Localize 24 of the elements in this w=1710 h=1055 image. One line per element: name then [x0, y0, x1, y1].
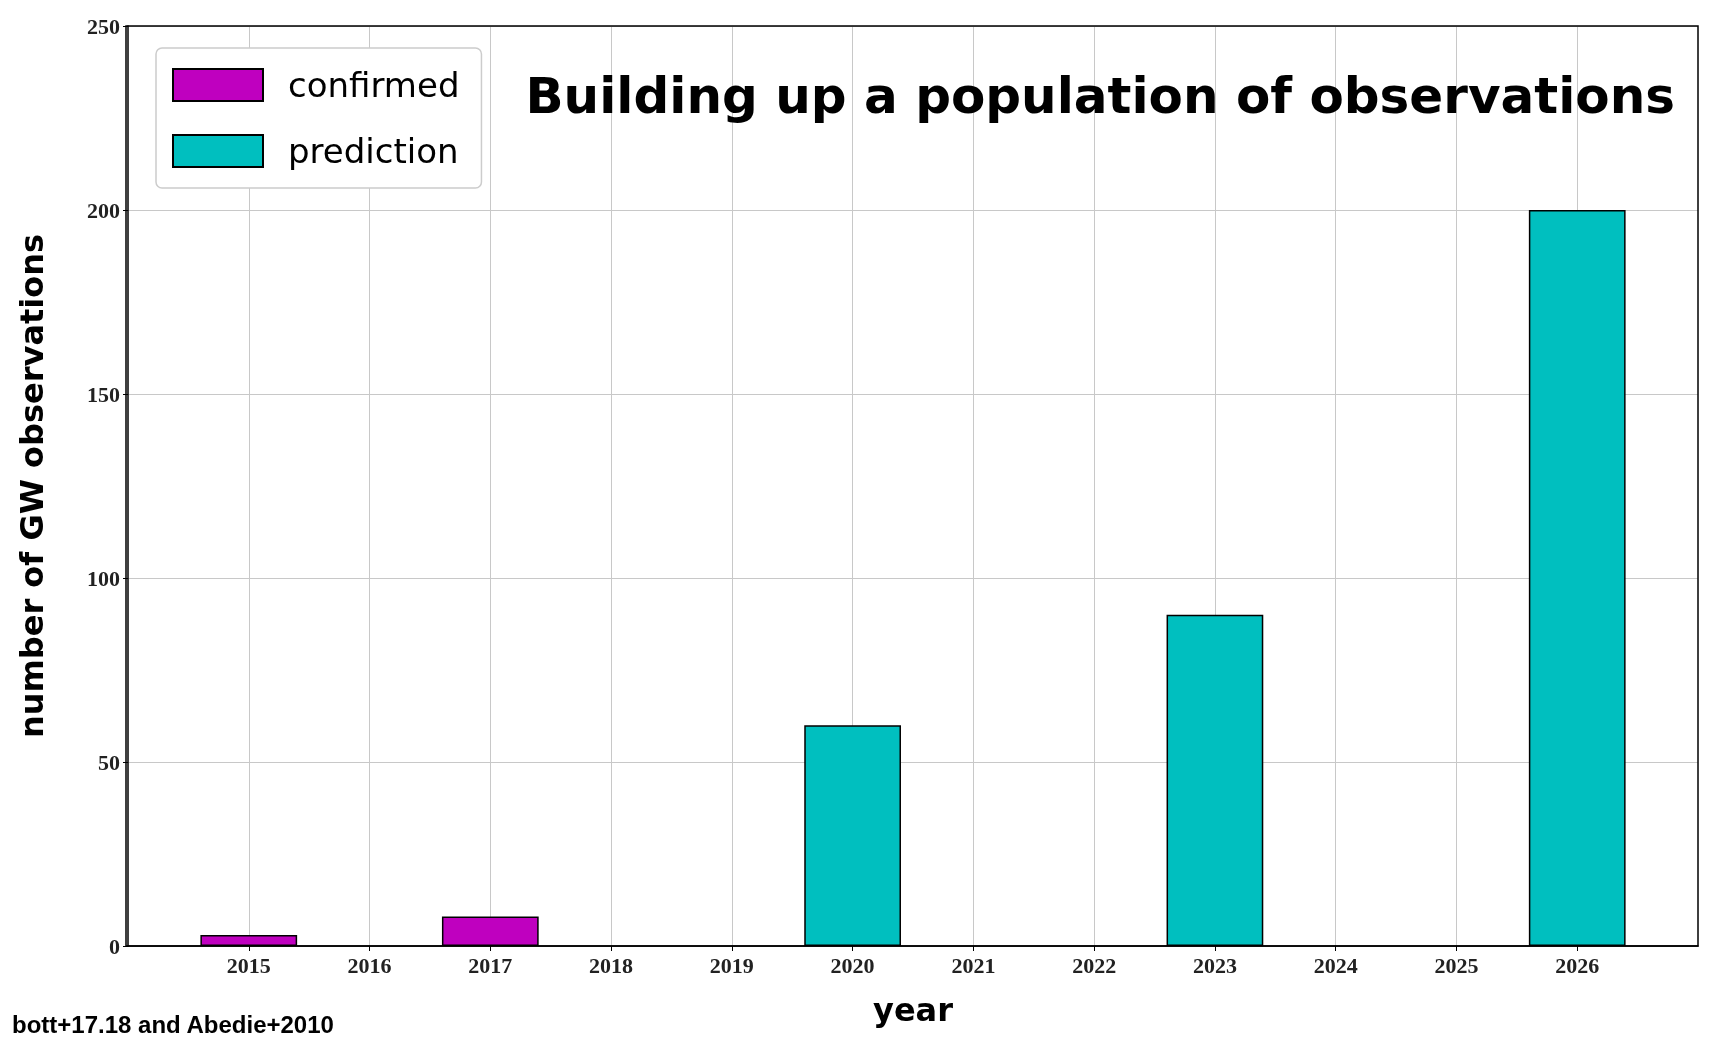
text: Building up a population of observations — [525, 67, 1675, 125]
x-tick-label: 2017 — [468, 952, 513, 978]
x-tick-label: 2020 — [830, 952, 875, 978]
y-tick-label: 100 — [87, 565, 120, 591]
x-tick-label: 2021 — [951, 952, 996, 978]
x-tick-label: 2024 — [1313, 952, 1358, 978]
y-tick-label: 250 — [87, 13, 120, 39]
x-tick-label: 2026 — [1555, 952, 1600, 978]
x-axis-title: year — [873, 991, 954, 1029]
y-tick-label: 50 — [98, 749, 120, 775]
x-tick-label: 2016 — [347, 952, 392, 978]
x-tick-label: 2019 — [709, 952, 754, 978]
y-tick-label: 200 — [87, 197, 120, 223]
legend-label: confirmed — [288, 65, 460, 105]
x-tick-label: 2025 — [1434, 952, 1479, 978]
legend-label: prediction — [288, 131, 459, 171]
x-tick-label: 2018 — [589, 952, 634, 978]
x-tick-label: 2022 — [1072, 952, 1117, 978]
text: bott+17.18 and Abedie+2010 — [12, 1010, 334, 1038]
y-tick-label: 0 — [109, 933, 120, 959]
x-tick-label: 2015 — [226, 952, 271, 978]
y-tick-label: 150 — [87, 381, 120, 407]
x-tick-label: 2023 — [1192, 952, 1237, 978]
y-axis-title: number of GW observations — [13, 233, 51, 739]
